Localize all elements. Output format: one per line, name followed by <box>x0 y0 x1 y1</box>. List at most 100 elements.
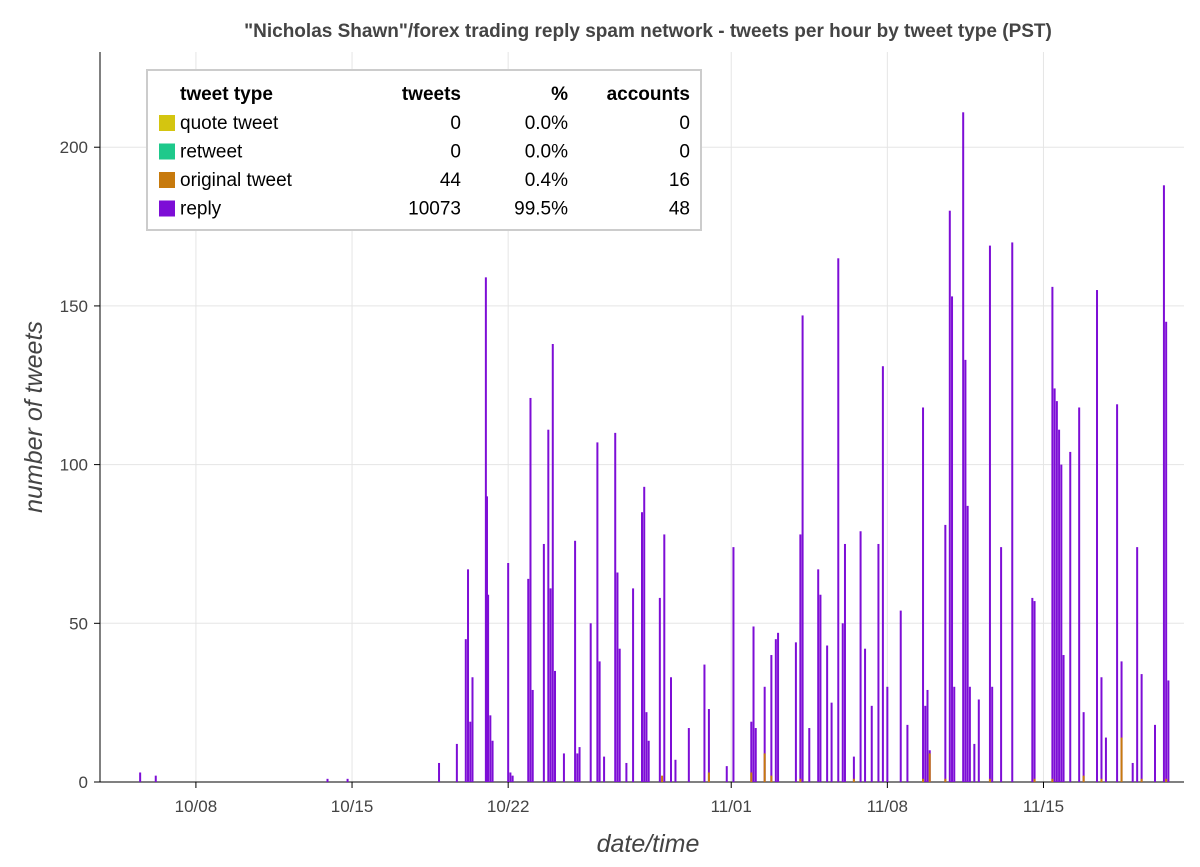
reply-bar <box>826 645 829 782</box>
original-tweet-bar <box>1051 778 1054 782</box>
legend-accounts: 0 <box>679 113 690 134</box>
x-tick-label: 11/01 <box>711 797 752 816</box>
reply-bar <box>574 540 577 782</box>
reply-bar <box>837 258 840 782</box>
legend-type: original tweet <box>180 170 293 191</box>
y-tick-label: 50 <box>69 614 88 633</box>
reply-bar <box>707 709 710 782</box>
reply-bar <box>886 686 889 782</box>
legend-tweets: 0 <box>450 142 461 163</box>
reply-bar <box>1053 388 1056 782</box>
reply-bar <box>438 762 441 782</box>
reply-bar <box>139 772 142 782</box>
reply-bar <box>924 705 927 782</box>
legend-tweets: 10073 <box>408 199 461 220</box>
reply-bar <box>154 775 157 782</box>
reply-bar <box>614 432 617 782</box>
reply-bar <box>843 543 846 782</box>
legend-pct: 0.0% <box>525 142 568 163</box>
reply-bar <box>491 740 494 782</box>
original-tweet-bar <box>1100 778 1103 782</box>
reply-bar <box>977 699 980 782</box>
reply-bar <box>625 762 628 782</box>
reply-bar <box>542 543 545 782</box>
chart-title: "Nicholas Shawn"/forex trading reply spa… <box>244 21 1052 42</box>
reply-bar <box>663 534 666 782</box>
legend-header-accounts: accounts <box>607 84 690 105</box>
bars <box>139 112 1170 783</box>
reply-bar <box>906 724 909 782</box>
reply-bar <box>507 563 510 782</box>
reply-bar <box>603 756 606 782</box>
reply-bar <box>658 597 661 782</box>
original-tweet-bar <box>661 775 664 782</box>
original-tweet-bar <box>1082 775 1085 782</box>
reply-bar <box>484 277 487 782</box>
x-axis-ticks: 10/08 10/15 10/22 11/01 11/08 11/15 <box>175 782 1064 816</box>
reply-bar <box>467 569 470 782</box>
reply-bar <box>1116 404 1119 782</box>
reply-bar <box>1104 737 1107 782</box>
original-tweet-bar <box>928 753 931 782</box>
reply-bar <box>596 442 599 782</box>
legend-swatch <box>159 143 175 160</box>
reply-bar <box>1120 661 1123 782</box>
reply-bar <box>1078 407 1081 782</box>
legend: tweet type tweets % accounts quote tweet… <box>146 69 702 231</box>
x-tick-label: 11/08 <box>867 797 908 816</box>
reply-bar <box>830 702 833 782</box>
x-tick-label: 10/22 <box>487 797 530 816</box>
reply-bar <box>632 588 635 782</box>
reply-bar <box>1131 762 1134 782</box>
original-tweet-bar <box>922 778 925 782</box>
reply-bar <box>485 496 488 782</box>
reply-bar <box>1062 655 1065 782</box>
reply-bar <box>953 686 956 782</box>
reply-bar <box>598 661 601 782</box>
original-tweet-bar <box>944 778 947 782</box>
original-tweet-bar <box>799 778 802 782</box>
reply-bar <box>647 740 650 782</box>
reply-bar <box>922 407 925 782</box>
original-tweet-bar <box>707 772 710 782</box>
legend-pct: 99.5% <box>514 199 568 220</box>
reply-bar <box>926 689 929 782</box>
reply-bar <box>469 721 472 782</box>
reply-bar <box>801 315 804 782</box>
legend-pct: 0.4% <box>525 170 568 191</box>
reply-bar <box>455 743 458 782</box>
reply-bar <box>732 547 735 782</box>
reply-bar <box>988 245 991 783</box>
reply-bar <box>616 572 619 782</box>
reply-bar <box>641 512 643 782</box>
reply-bar <box>794 642 797 782</box>
legend-box <box>146 69 702 231</box>
reply-bar <box>578 747 581 782</box>
reply-bar <box>777 632 780 782</box>
legend-pct: 0.0% <box>525 113 568 134</box>
reply-bar <box>643 486 646 782</box>
reply-bar <box>1165 321 1168 782</box>
y-tick-label: 100 <box>60 456 88 475</box>
reply-bar <box>547 429 550 782</box>
original-tweet-bar <box>1120 737 1123 782</box>
reply-bar <box>562 753 565 782</box>
reply-bar <box>1031 597 1034 782</box>
reply-bar <box>951 296 954 782</box>
reply-bar <box>618 648 621 782</box>
legend-tweets: 44 <box>440 170 462 191</box>
reply-bar <box>770 655 773 782</box>
reply-bar <box>725 766 728 782</box>
x-tick-label: 10/08 <box>175 797 218 816</box>
y-tick-label: 200 <box>60 138 88 157</box>
reply-bar <box>808 728 811 782</box>
legend-accounts: 0 <box>679 142 690 163</box>
reply-bar <box>674 759 677 782</box>
reply-bar <box>589 623 592 782</box>
reply-bar <box>1167 680 1170 782</box>
x-axis-label: date/time <box>597 830 700 858</box>
y-tick-label: 0 <box>79 773 88 792</box>
original-tweet-bar <box>988 778 991 782</box>
legend-tweets: 0 <box>450 113 461 134</box>
